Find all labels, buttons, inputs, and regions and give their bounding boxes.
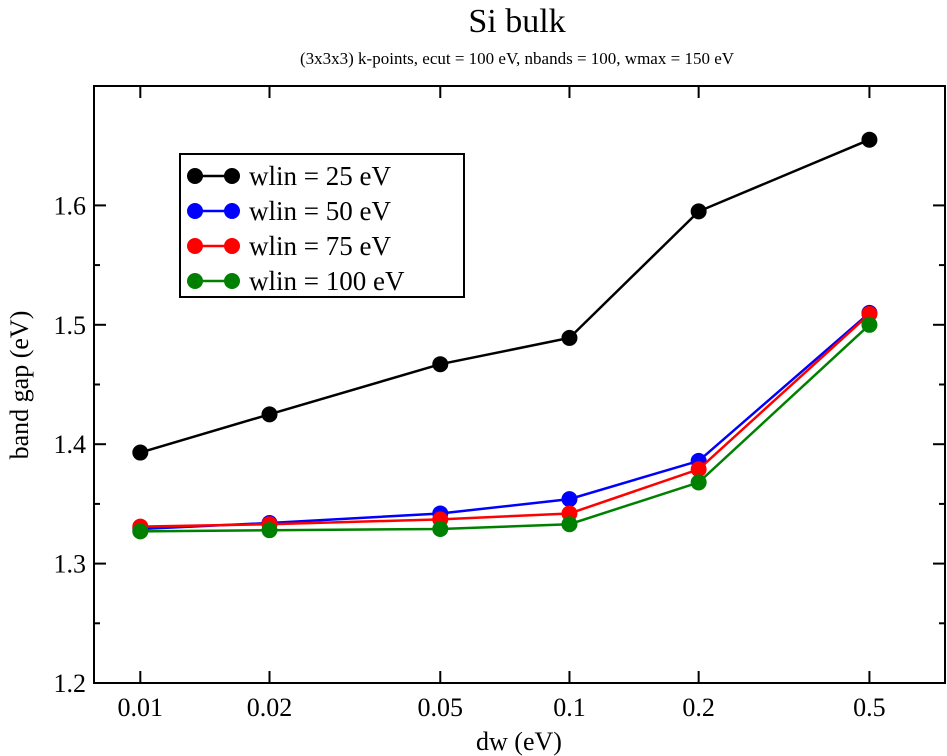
legend-marker xyxy=(187,168,203,184)
data-point xyxy=(861,131,878,148)
legend-marker xyxy=(187,273,203,289)
data-point xyxy=(261,522,278,539)
y-axis-label: band gap (eV) xyxy=(5,311,34,460)
data-point xyxy=(690,474,707,491)
legend-label: wlin = 25 eV xyxy=(249,161,391,191)
legend-marker xyxy=(224,273,240,289)
legend-marker xyxy=(224,168,240,184)
y-tick-label: 1.4 xyxy=(54,430,87,459)
legend-marker xyxy=(187,238,203,254)
legend-marker xyxy=(187,203,203,219)
chart-subtitle: (3x3x3) k-points, ecut = 100 eV, nbands … xyxy=(300,49,735,68)
y-tick-label: 1.6 xyxy=(54,191,87,220)
legend-label: wlin = 75 eV xyxy=(249,231,391,261)
legend-label: wlin = 50 eV xyxy=(249,196,391,226)
x-tick-label: 0.02 xyxy=(247,693,293,722)
x-tick-label: 0.1 xyxy=(553,693,586,722)
legend: wlin = 25 eV wlin = 50 eV wlin = 75 eV wlin… xyxy=(179,153,465,298)
x-axis-label: dw (eV) xyxy=(476,727,562,756)
axis-ticks: 0.01 0.02 0.05 0.1 0.2 0.5 1.2 1.3 1.4 1.5 1.6 xyxy=(54,86,945,722)
data-point xyxy=(561,329,578,346)
x-tick-label: 0.05 xyxy=(418,693,464,722)
data-point xyxy=(690,461,707,478)
data-point xyxy=(432,356,449,373)
y-tick-label: 1.3 xyxy=(54,550,87,579)
series-line-0 xyxy=(139,138,870,454)
data-point xyxy=(561,516,578,533)
data-point xyxy=(132,523,149,540)
data-point xyxy=(561,491,578,508)
x-tick-label: 0.01 xyxy=(118,693,164,722)
y-tick-label: 1.2 xyxy=(54,669,87,698)
data-point xyxy=(861,316,878,333)
series-line-2 xyxy=(140,313,871,528)
legend-marker xyxy=(224,238,240,254)
series-layer xyxy=(132,131,878,540)
x-tick-label: 0.2 xyxy=(682,693,715,722)
data-point xyxy=(690,203,707,220)
chart-title: Si bulk xyxy=(468,3,565,40)
series-line-3 xyxy=(140,323,871,533)
data-point xyxy=(132,444,149,461)
legend-label: wlin = 100 eV xyxy=(249,266,405,296)
data-point xyxy=(261,406,278,423)
y-tick-label: 1.5 xyxy=(54,311,87,340)
data-point xyxy=(432,520,449,537)
x-tick-label: 0.5 xyxy=(853,693,886,722)
legend-marker xyxy=(224,203,240,219)
